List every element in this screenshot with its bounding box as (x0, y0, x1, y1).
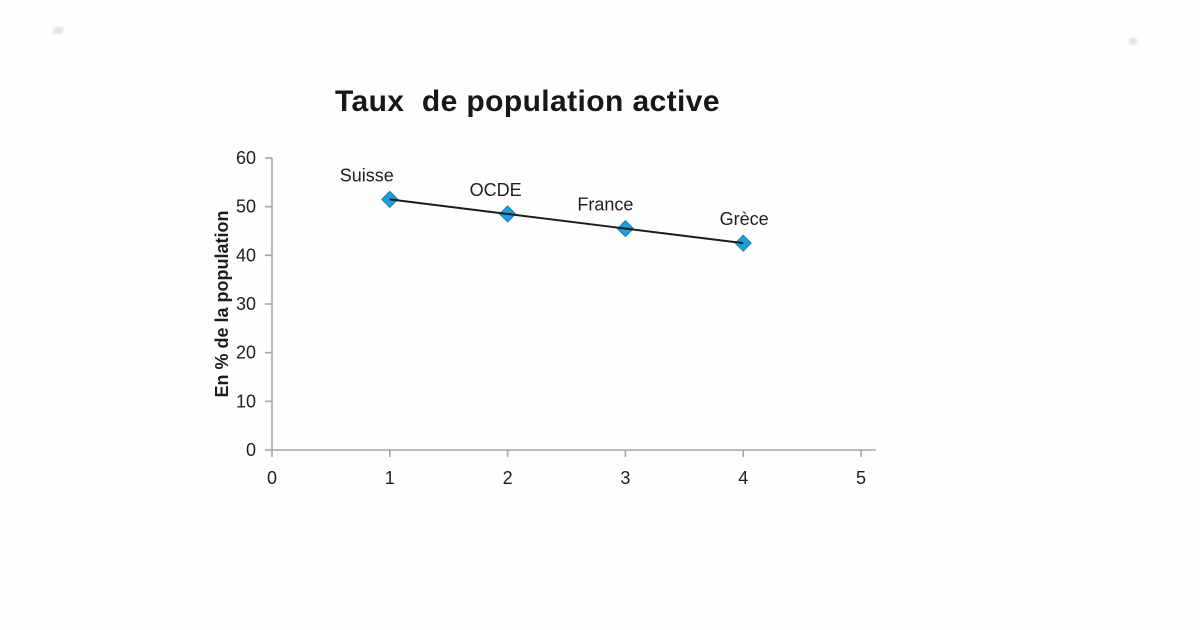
x-tick-label: 2 (503, 468, 513, 488)
chart-title: Taux de population active (335, 85, 720, 118)
y-tick-label: 60 (236, 148, 256, 168)
y-tick-label: 50 (236, 197, 256, 217)
series-line (389, 198, 744, 245)
y-tick-label: 10 (236, 391, 256, 411)
x-tick-label: 3 (620, 468, 630, 488)
x-tick-label: 5 (856, 468, 866, 488)
data-point-label-grece: Grèce (720, 209, 769, 229)
y-tick-label: 40 (236, 245, 256, 265)
x-tick-label: 0 (267, 468, 277, 488)
data-point-marker-grece (734, 234, 752, 252)
y-tick-label: 0 (246, 440, 256, 460)
data-point-label-france: France (577, 195, 633, 215)
data-point-label-ocde: OCDE (470, 180, 522, 200)
y-tick-label: 30 (236, 294, 256, 314)
data-point-label-suisse: Suisse (340, 165, 394, 185)
x-tick-label: 1 (385, 468, 395, 488)
y-tick-label: 20 (236, 343, 256, 363)
scan-artifact (1129, 38, 1137, 45)
x-tick-label: 4 (738, 468, 748, 488)
